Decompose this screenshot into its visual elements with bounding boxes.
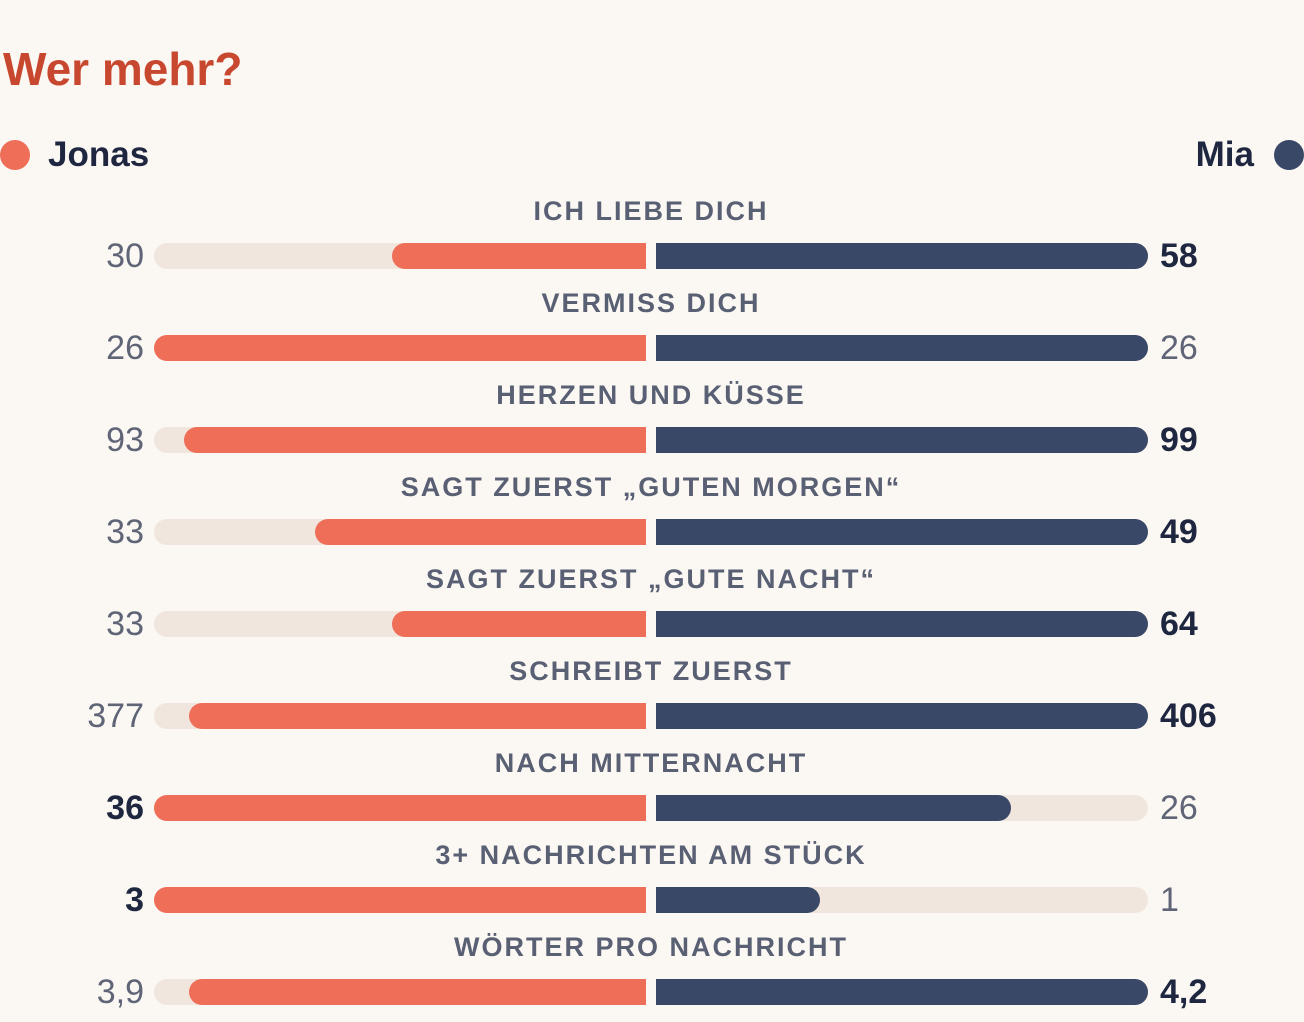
bar-mia — [656, 427, 1148, 453]
value-label-mia: 1 — [1160, 881, 1179, 919]
bar-jonas — [184, 427, 646, 453]
legend-dot-mia — [1274, 140, 1304, 170]
value-label-jonas: 33 — [106, 513, 144, 551]
bar-jonas — [154, 795, 646, 821]
category-label: SCHREIBT ZUERST — [509, 656, 793, 686]
bar-jonas — [392, 611, 646, 637]
category-label: ICH LIEBE DICH — [533, 196, 769, 226]
value-label-mia: 4,2 — [1160, 973, 1208, 1011]
category-label: VERMISS DICH — [541, 288, 761, 318]
bar-mia — [656, 979, 1148, 1005]
value-label-mia: 406 — [1160, 697, 1217, 735]
legend-mia: Mia — [1196, 135, 1304, 175]
bar-mia — [656, 519, 1148, 545]
legend-label-mia: Mia — [1195, 135, 1254, 174]
value-label-jonas: 36 — [106, 789, 144, 827]
category-label: 3+ NACHRICHTEN AM STÜCK — [435, 840, 867, 870]
category-label: HERZEN UND KÜSSE — [496, 380, 806, 410]
value-label-jonas: 377 — [87, 697, 144, 735]
value-label-jonas: 33 — [106, 605, 144, 643]
value-label-jonas: 3 — [125, 881, 144, 919]
category-label: SAGT ZUERST „GUTE NACHT“ — [426, 564, 876, 594]
value-label-jonas: 30 — [106, 237, 144, 275]
bar-jonas — [189, 979, 646, 1005]
value-label-mia: 26 — [1160, 329, 1198, 367]
category-label: NACH MITTERNACHT — [494, 748, 808, 778]
legend-jonas: Jonas — [0, 135, 149, 175]
value-label-mia: 49 — [1160, 513, 1198, 551]
value-label-jonas: 26 — [106, 329, 144, 367]
bar-jonas — [154, 887, 646, 913]
value-label-mia: 26 — [1160, 789, 1198, 827]
bar-mia — [656, 335, 1148, 361]
category-label: SAGT ZUERST „GUTEN MORGEN“ — [400, 472, 902, 502]
value-label-jonas: 3,9 — [96, 973, 144, 1011]
value-label-mia: 58 — [1160, 237, 1198, 275]
legend-label-jonas: Jonas — [48, 135, 150, 174]
value-label-jonas: 93 — [106, 421, 144, 459]
bar-mia — [656, 887, 820, 913]
legend-dot-jonas — [0, 140, 30, 170]
value-label-mia: 64 — [1160, 605, 1198, 643]
value-label-mia: 99 — [1160, 421, 1198, 459]
category-label: WÖRTER PRO NACHRICHT — [454, 932, 848, 962]
bar-jonas — [189, 703, 646, 729]
bar-mia — [656, 795, 1011, 821]
bar-mia — [656, 243, 1148, 269]
bar-jonas — [315, 519, 646, 545]
bar-jonas — [154, 335, 646, 361]
bar-mia — [656, 703, 1148, 729]
chart-title: Wer mehr? — [3, 43, 243, 95]
bar-mia — [656, 611, 1148, 637]
bar-jonas — [392, 243, 646, 269]
